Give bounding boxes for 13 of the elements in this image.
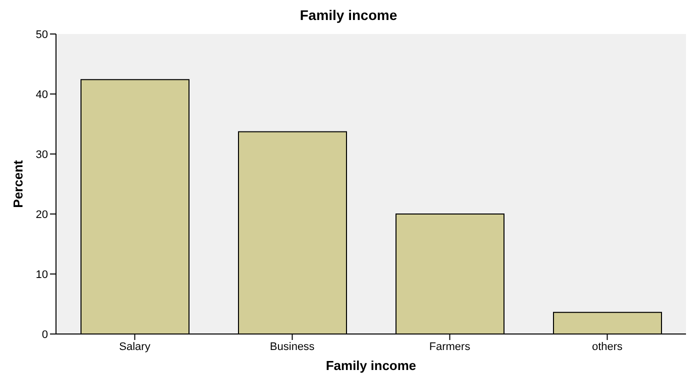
x-tick-label: Salary — [119, 340, 151, 353]
chart-title: Family income — [298, 7, 398, 24]
x-axis-title: Family income — [326, 358, 416, 373]
y-tick-label: 40 — [36, 88, 48, 101]
x-tick-label: Farmers — [429, 340, 471, 353]
y-tick-label: 50 — [36, 28, 48, 41]
y-tick-label: 20 — [36, 208, 48, 221]
x-tick-label: others — [592, 340, 624, 353]
x-tick-label: Business — [270, 340, 316, 353]
y-tick-label: 0 — [42, 328, 48, 341]
y-axis-title: Percent — [10, 159, 26, 208]
y-tick-label: 30 — [36, 148, 48, 161]
y-tick-label: 10 — [36, 268, 48, 281]
